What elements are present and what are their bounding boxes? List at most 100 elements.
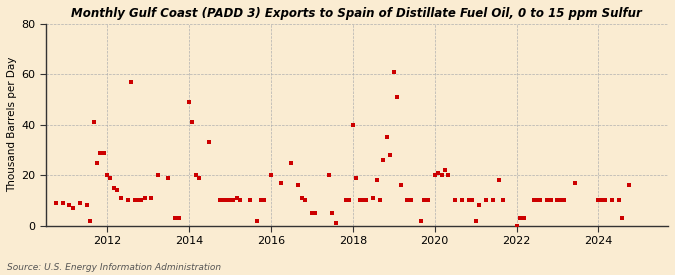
Point <box>532 198 543 203</box>
Point <box>348 123 358 127</box>
Point <box>293 183 304 188</box>
Point <box>487 198 498 203</box>
Point <box>187 120 198 125</box>
Point <box>214 198 225 203</box>
Point <box>81 203 92 208</box>
Point <box>385 153 396 157</box>
Point <box>552 198 563 203</box>
Point <box>375 198 385 203</box>
Point <box>416 218 427 223</box>
Point <box>170 216 181 220</box>
Point <box>624 183 634 188</box>
Point <box>115 196 126 200</box>
Point <box>556 198 566 203</box>
Point <box>494 178 505 182</box>
Point <box>350 175 361 180</box>
Point <box>310 211 321 215</box>
Point <box>545 198 556 203</box>
Point <box>371 178 382 182</box>
Point <box>136 198 146 203</box>
Point <box>569 181 580 185</box>
Point <box>296 196 307 200</box>
Point <box>358 198 369 203</box>
Point <box>275 181 286 185</box>
Point <box>392 95 402 99</box>
Point <box>194 175 205 180</box>
Point <box>614 198 624 203</box>
Point <box>340 198 351 203</box>
Point <box>99 150 109 155</box>
Point <box>396 183 406 188</box>
Point <box>433 170 443 175</box>
Point <box>184 100 194 104</box>
Point <box>146 196 157 200</box>
Point <box>327 211 338 215</box>
Point <box>84 218 95 223</box>
Point <box>467 198 478 203</box>
Point <box>245 198 256 203</box>
Point <box>265 173 276 177</box>
Point <box>132 198 143 203</box>
Point <box>300 198 310 203</box>
Point <box>443 173 454 177</box>
Point <box>607 198 618 203</box>
Point <box>255 198 266 203</box>
Point <box>593 198 604 203</box>
Point <box>354 198 365 203</box>
Point <box>323 173 334 177</box>
Title: Monthly Gulf Coast (PADD 3) Exports to Spain of Distillate Fuel Oil, 0 to 15 ppm: Monthly Gulf Coast (PADD 3) Exports to S… <box>72 7 642 20</box>
Point <box>204 140 215 145</box>
Point <box>252 218 263 223</box>
Point <box>163 175 174 180</box>
Point <box>596 198 607 203</box>
Point <box>112 188 123 192</box>
Point <box>617 216 628 220</box>
Point <box>232 196 242 200</box>
Point <box>497 198 508 203</box>
Point <box>436 173 447 177</box>
Y-axis label: Thousand Barrels per Day: Thousand Barrels per Day <box>7 57 17 192</box>
Point <box>286 160 297 165</box>
Point <box>529 198 539 203</box>
Point <box>542 198 553 203</box>
Point <box>419 198 430 203</box>
Point <box>450 198 460 203</box>
Point <box>344 198 355 203</box>
Point <box>105 175 115 180</box>
Point <box>109 186 119 190</box>
Point <box>102 173 113 177</box>
Point <box>378 158 389 162</box>
Point <box>361 198 372 203</box>
Point <box>139 196 150 200</box>
Point <box>235 198 246 203</box>
Point <box>153 173 163 177</box>
Point <box>74 201 85 205</box>
Point <box>388 70 399 74</box>
Text: Source: U.S. Energy Information Administration: Source: U.S. Energy Information Administ… <box>7 263 221 272</box>
Point <box>439 168 450 172</box>
Point <box>511 224 522 228</box>
Point <box>217 198 228 203</box>
Point <box>381 135 392 140</box>
Point <box>535 198 545 203</box>
Point <box>57 201 68 205</box>
Point <box>402 198 412 203</box>
Point <box>463 198 474 203</box>
Point <box>259 198 269 203</box>
Point <box>600 198 611 203</box>
Point <box>473 203 484 208</box>
Point <box>306 211 317 215</box>
Point <box>457 198 468 203</box>
Point <box>406 198 416 203</box>
Point <box>225 198 236 203</box>
Point <box>88 120 99 125</box>
Point <box>190 173 201 177</box>
Point <box>221 198 232 203</box>
Point <box>514 216 525 220</box>
Point <box>518 216 529 220</box>
Point <box>470 218 481 223</box>
Point <box>429 173 440 177</box>
Point <box>227 198 238 203</box>
Point <box>173 216 184 220</box>
Point <box>559 198 570 203</box>
